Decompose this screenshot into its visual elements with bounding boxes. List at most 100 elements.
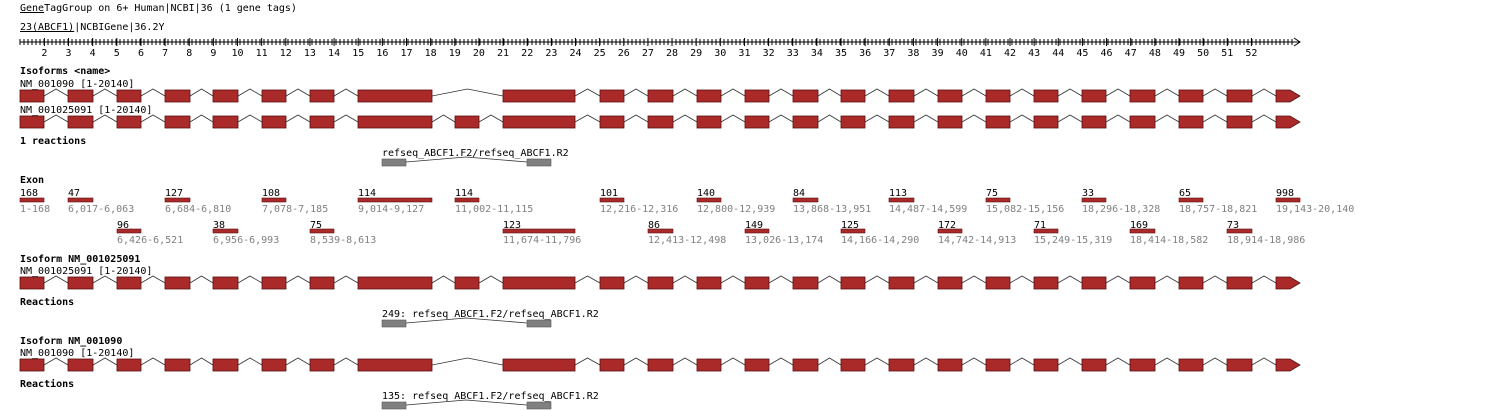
exon-block[interactable] xyxy=(1178,89,1204,103)
exon-bar[interactable] xyxy=(164,197,191,203)
exon-block[interactable] xyxy=(67,276,94,290)
exon-block[interactable] xyxy=(1033,276,1059,290)
exon-block[interactable] xyxy=(116,358,142,372)
exon-bar[interactable] xyxy=(1081,197,1107,203)
exon-block[interactable] xyxy=(357,276,433,290)
exon-block[interactable] xyxy=(261,358,287,372)
primer-forward[interactable] xyxy=(381,319,407,328)
exon-block[interactable] xyxy=(647,89,674,103)
exon-block[interactable] xyxy=(647,115,674,129)
exon-block[interactable] xyxy=(744,115,770,129)
exon-block[interactable] xyxy=(1129,276,1156,290)
exon-block[interactable] xyxy=(985,115,1011,129)
exon-block[interactable] xyxy=(454,276,480,290)
exon-bar[interactable] xyxy=(1129,228,1156,234)
exon-block[interactable] xyxy=(840,115,866,129)
exon-block[interactable] xyxy=(599,89,625,103)
exon-block[interactable] xyxy=(937,276,963,290)
exon-bar[interactable] xyxy=(1033,228,1059,234)
exon-block[interactable] xyxy=(116,115,142,129)
exon-block[interactable] xyxy=(19,358,45,372)
exon-block[interactable] xyxy=(164,89,191,103)
exon-bar[interactable] xyxy=(1178,197,1204,203)
exon-block[interactable] xyxy=(1129,358,1156,372)
exon-block[interactable] xyxy=(985,358,1011,372)
exon-bar[interactable] xyxy=(67,197,94,203)
exon-block[interactable] xyxy=(212,89,239,103)
exon-block[interactable] xyxy=(744,89,770,103)
exon-block[interactable] xyxy=(1081,358,1107,372)
exon-bar[interactable] xyxy=(1226,228,1253,234)
exon-block[interactable] xyxy=(67,115,94,129)
exon-block[interactable] xyxy=(19,115,45,129)
exon-block[interactable] xyxy=(1226,115,1253,129)
exon-block[interactable] xyxy=(840,89,866,103)
exon-bar[interactable] xyxy=(985,197,1011,203)
reaction-summary-label[interactable]: refseq_ABCF1.F2/refseq_ABCF1.R2 xyxy=(382,148,569,159)
exon-block[interactable] xyxy=(744,276,770,290)
exon-block[interactable] xyxy=(937,89,963,103)
exon-block[interactable] xyxy=(309,276,335,290)
reaction-a-label[interactable]: 249: refseq_ABCF1.F2/refseq_ABCF1.R2 xyxy=(382,309,599,320)
exon-bar[interactable] xyxy=(1275,197,1301,203)
exon-block[interactable] xyxy=(937,358,963,372)
exon-block[interactable] xyxy=(1033,89,1059,103)
exon-block[interactable] xyxy=(502,358,576,372)
exon-bar[interactable] xyxy=(357,197,433,203)
exon-block[interactable] xyxy=(309,89,335,103)
exon-block[interactable] xyxy=(116,89,142,103)
exon-block[interactable] xyxy=(67,358,94,372)
exon-block-last[interactable] xyxy=(1275,89,1301,103)
transcript-track-top-1[interactable] xyxy=(19,88,1301,103)
exon-block[interactable] xyxy=(164,276,191,290)
track-label-top-2[interactable]: NM_001025091 [1-20140] xyxy=(20,105,152,116)
exon-block[interactable] xyxy=(164,358,191,372)
exon-block[interactable] xyxy=(502,115,576,129)
exon-block[interactable] xyxy=(261,276,287,290)
exon-block[interactable] xyxy=(888,276,915,290)
exon-block[interactable] xyxy=(212,276,239,290)
exon-block[interactable] xyxy=(792,276,819,290)
exon-block[interactable] xyxy=(19,276,45,290)
exon-block[interactable] xyxy=(599,358,625,372)
exon-block[interactable] xyxy=(357,89,433,103)
exon-bar[interactable] xyxy=(599,197,625,203)
exon-block[interactable] xyxy=(1081,89,1107,103)
exon-block[interactable] xyxy=(502,89,576,103)
exon-bar[interactable] xyxy=(888,197,915,203)
exon-bar[interactable] xyxy=(309,228,335,234)
exon-bar[interactable] xyxy=(19,197,45,203)
exon-bar[interactable] xyxy=(744,228,770,234)
exon-block[interactable] xyxy=(212,115,239,129)
exon-block[interactable] xyxy=(261,89,287,103)
exon-block[interactable] xyxy=(840,276,866,290)
exon-block[interactable] xyxy=(647,276,674,290)
exon-block[interactable] xyxy=(696,276,722,290)
exon-block[interactable] xyxy=(792,115,819,129)
exon-block[interactable] xyxy=(696,115,722,129)
primer-forward[interactable] xyxy=(381,158,407,167)
exon-bar[interactable] xyxy=(792,197,819,203)
exon-bar[interactable] xyxy=(261,197,287,203)
exon-block[interactable] xyxy=(502,276,576,290)
exon-block[interactable] xyxy=(19,89,45,103)
exon-block[interactable] xyxy=(309,358,335,372)
exon-block[interactable] xyxy=(1178,115,1204,129)
exon-block[interactable] xyxy=(1129,115,1156,129)
exon-block-last[interactable] xyxy=(1275,115,1301,129)
exon-block[interactable] xyxy=(1081,276,1107,290)
primer-forward[interactable] xyxy=(381,401,407,410)
exon-block[interactable] xyxy=(1226,276,1253,290)
exon-block[interactable] xyxy=(792,358,819,372)
exon-block[interactable] xyxy=(454,115,480,129)
exon-block[interactable] xyxy=(1081,115,1107,129)
exon-block[interactable] xyxy=(309,115,335,129)
exon-block[interactable] xyxy=(985,276,1011,290)
exon-block[interactable] xyxy=(937,115,963,129)
exon-block[interactable] xyxy=(261,115,287,129)
exon-block[interactable] xyxy=(696,89,722,103)
exon-block[interactable] xyxy=(792,89,819,103)
exon-bar[interactable] xyxy=(937,228,963,234)
track-label-iso-b[interactable]: NM_001090 [1-20140] xyxy=(20,348,134,359)
transcript-track-top-2[interactable] xyxy=(19,114,1301,129)
